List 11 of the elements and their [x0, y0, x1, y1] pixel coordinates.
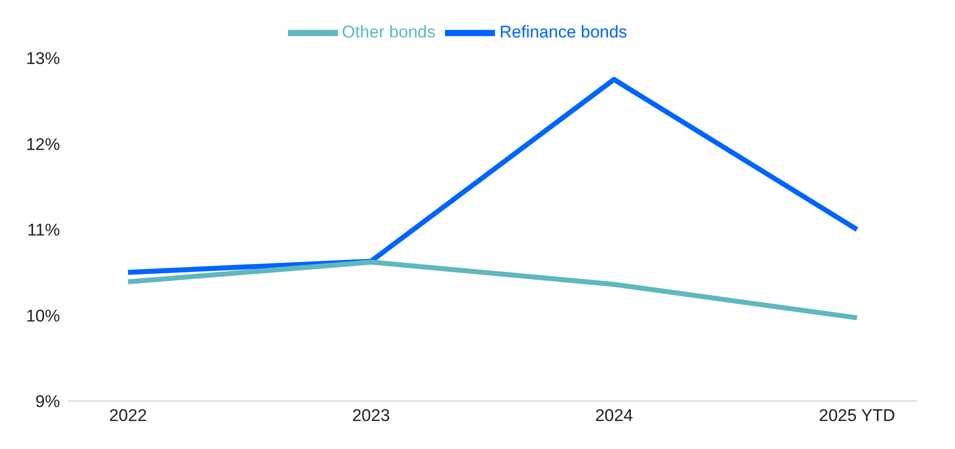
- y-tick-label: 9%: [35, 392, 60, 412]
- x-tick-label: 2022: [109, 406, 147, 426]
- x-tick-label: 2024: [595, 406, 633, 426]
- x-tick-label: 2023: [352, 406, 390, 426]
- x-tick-label: 2025 YTD: [818, 406, 896, 426]
- legend-label: Other bonds: [342, 22, 436, 42]
- y-tick-label: 11%: [27, 220, 60, 240]
- y-tick-label: 13%: [26, 49, 60, 68]
- y-tick-label: 12%: [26, 134, 60, 154]
- y-tick-label: 10%: [26, 306, 60, 326]
- legend-label: Refinance bonds: [499, 22, 628, 42]
